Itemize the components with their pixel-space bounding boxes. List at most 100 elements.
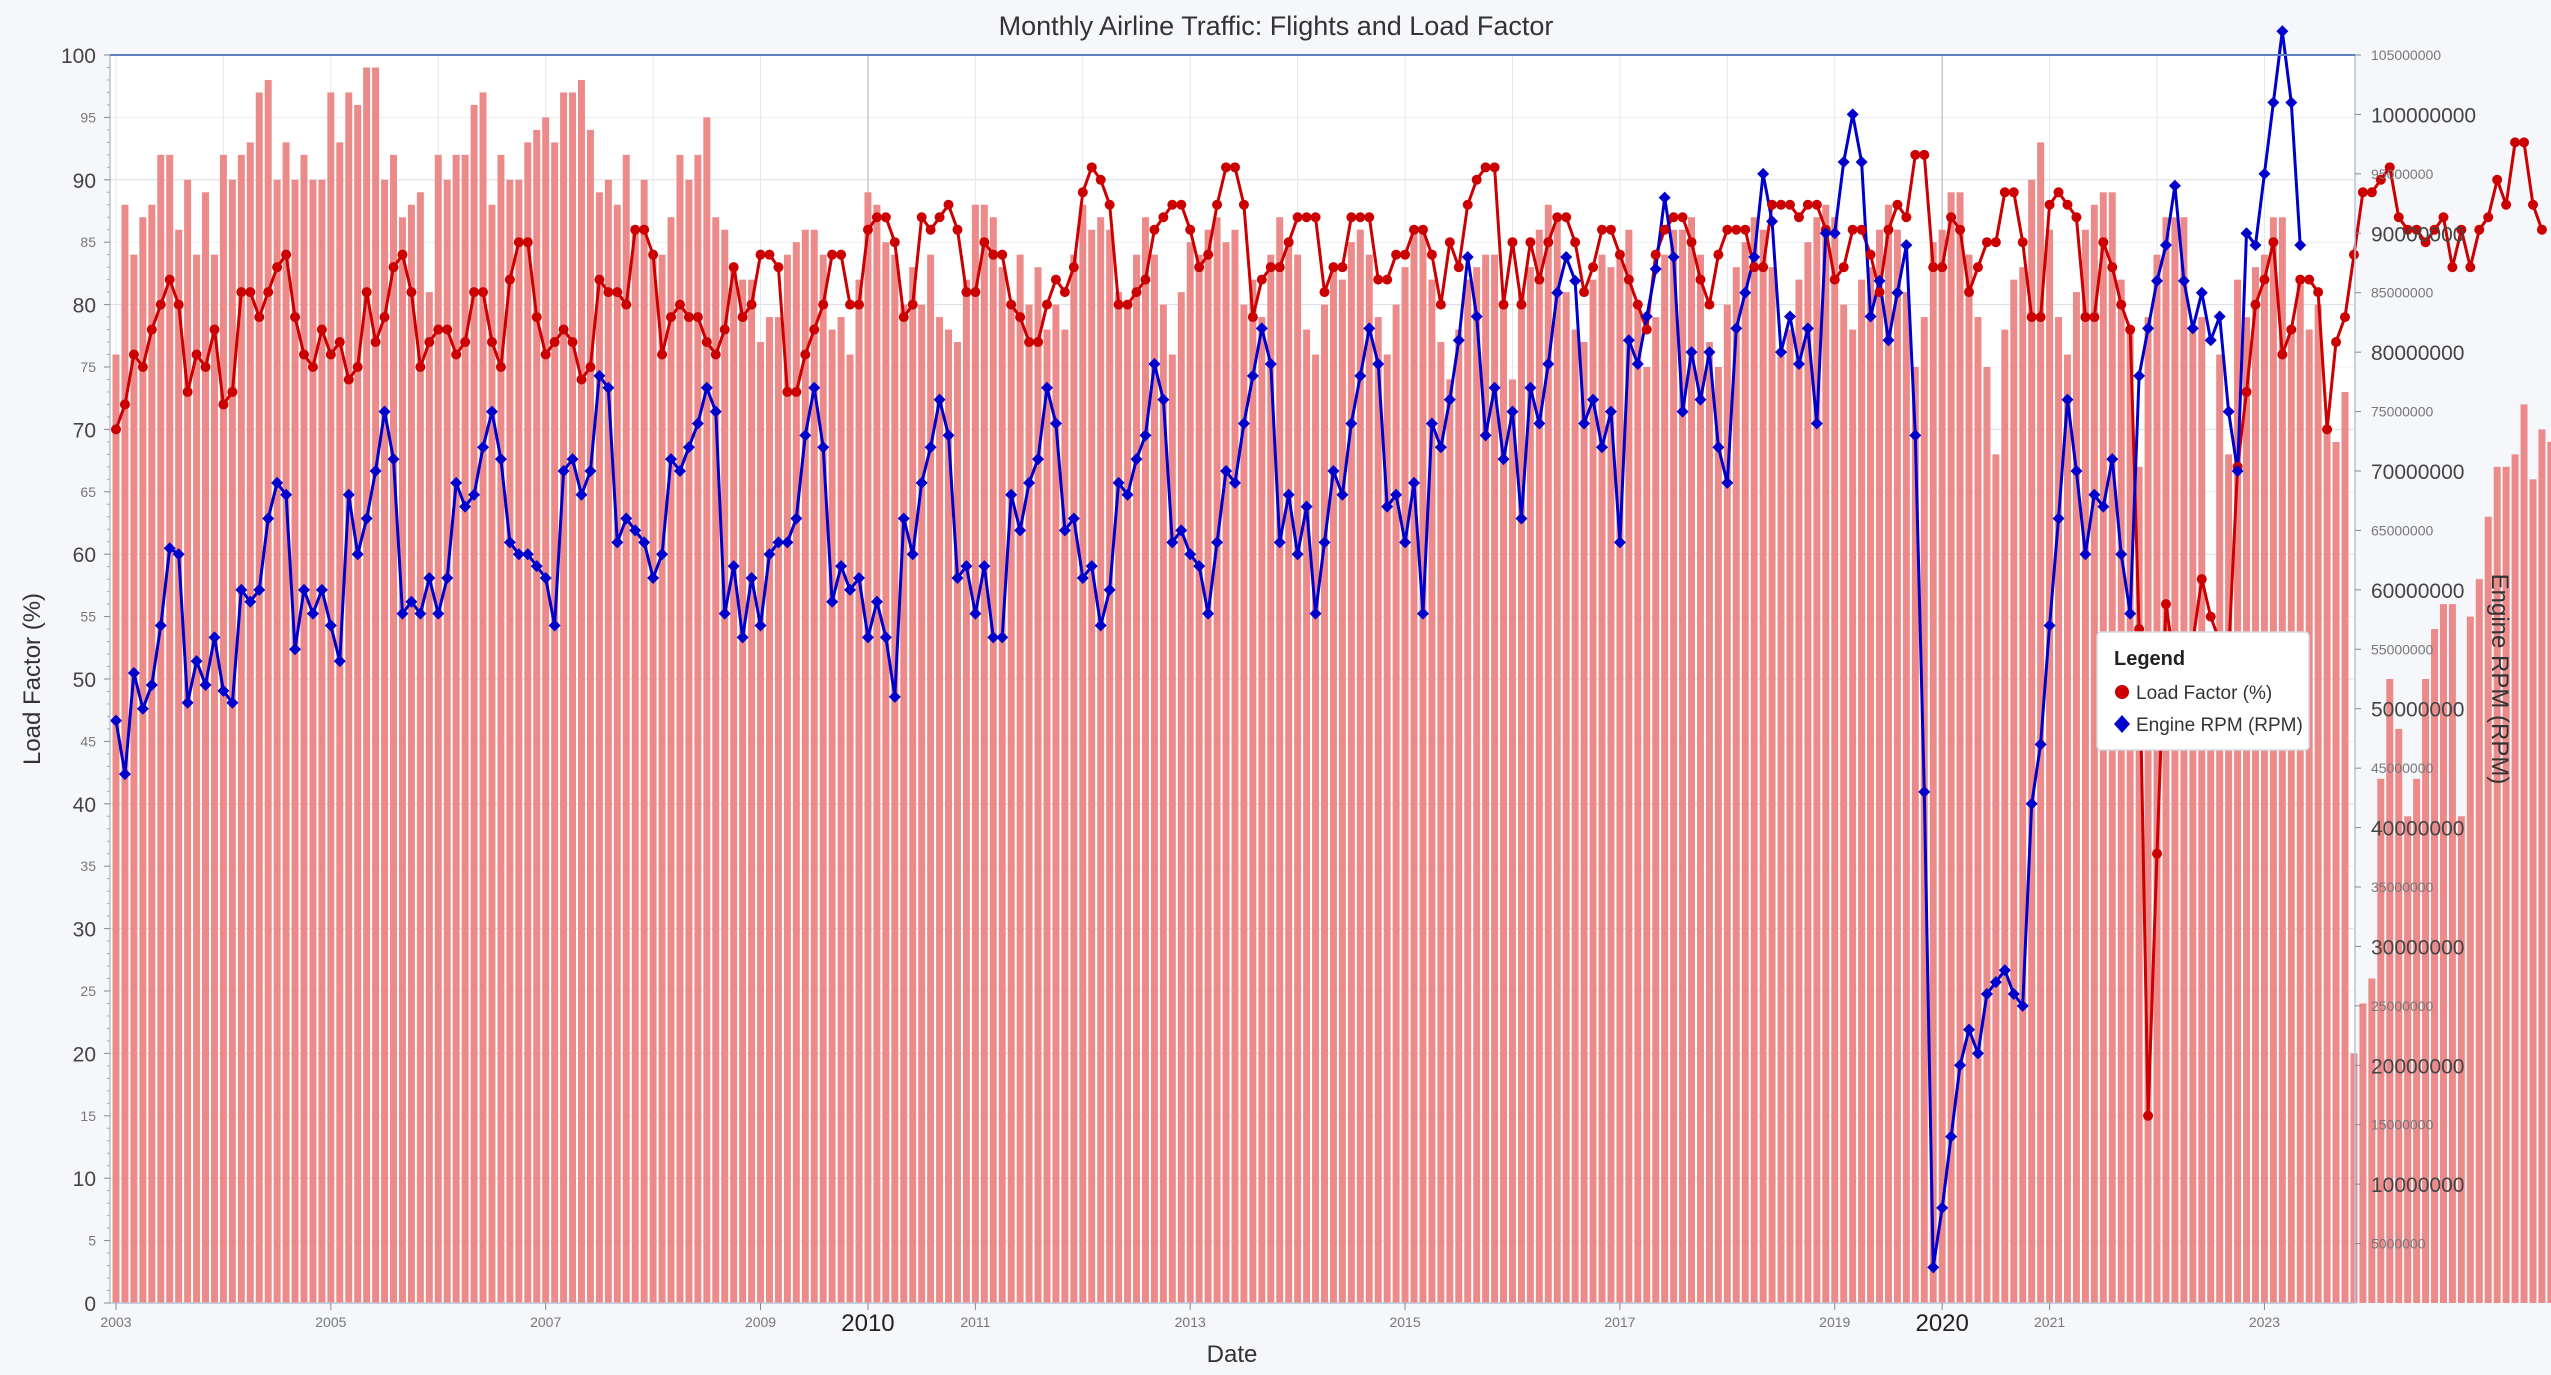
load-factor-point [298,349,309,360]
flights-bar [2287,329,2295,1303]
load-factor-point [612,287,623,298]
load-factor-point [2366,187,2377,198]
flights-bar [1231,229,1239,1304]
load-factor-point [164,274,175,285]
load-factor-point [1570,237,1581,248]
load-factor-point [1238,199,1249,210]
flights-bar [193,254,201,1304]
flights-bar [1464,279,1472,1303]
engine-rpm-point [1766,215,1779,228]
load-factor-point [486,337,497,348]
flights-bar [918,304,926,1304]
engine-rpm-point [253,583,266,596]
load-factor-point [791,386,802,397]
engine-rpm-point [1757,167,1770,180]
flights-bar [2028,179,2036,1303]
engine-rpm-point [1963,1023,1976,1036]
load-factor-point [1856,224,1867,235]
load-factor-point [1838,262,1849,273]
engine-rpm-point [1067,512,1080,525]
flights-bar [515,179,523,1303]
engine-rpm-point [1255,322,1268,335]
y-right-tick-label: 30000000 [2371,936,2464,959]
engine-rpm-point [244,595,257,608]
engine-rpm-point [503,536,516,549]
load-factor-point [1749,262,1760,273]
flights-bar [318,179,326,1303]
flights-bar [1992,454,2000,1303]
engine-rpm-point [817,441,830,454]
flights-bar [166,154,174,1304]
engine-rpm-point [647,571,660,584]
engine-rpm-point [1085,560,1098,573]
load-factor-point [2035,312,2046,323]
x-tick-label: 2015 [1389,1314,1420,1330]
engine-rpm-point [799,429,812,442]
engine-rpm-point [1703,346,1716,359]
engine-rpm-point [2151,274,2164,287]
load-factor-point [916,212,927,223]
load-factor-point [1301,212,1312,223]
flights-bar [237,154,245,1304]
load-factor-point [988,249,999,260]
flights-bar [2475,579,2483,1303]
flights-bar [1088,229,1096,1304]
engine-rpm-point [1855,155,1868,168]
flights-bar [1186,242,1194,1304]
load-factor-point [182,386,193,397]
engine-rpm-point [2276,25,2289,38]
flights-bar [927,254,935,1304]
y-right-tick-label: 40000000 [2371,818,2464,841]
engine-rpm-point [1166,536,1179,549]
x-tick-label: 2013 [1175,1314,1206,1330]
engine-rpm-point [656,548,669,561]
load-factor-point [746,299,757,310]
engine-rpm-point [494,453,507,466]
engine-rpm-point [611,536,624,549]
flights-bar [2162,217,2170,1304]
engine-rpm-point [1058,524,1071,537]
y-left-tick-label: 40 [73,794,96,817]
load-factor-point [513,237,524,248]
load-factor-point [1972,262,1983,273]
flights-bar [479,92,487,1304]
load-factor-point [952,224,963,235]
flights-bar [1705,342,1713,1303]
flights-bar [1410,229,1418,1304]
flights-bar [953,342,961,1303]
load-factor-point [379,312,390,323]
load-factor-point [818,299,829,310]
load-factor-point [2384,162,2395,173]
engine-rpm-point [1023,476,1036,489]
engine-rpm-point [1139,429,1152,442]
load-factor-point [2089,312,2100,323]
load-factor-point [478,287,489,298]
load-factor-point [1417,224,1428,235]
flights-bar [613,204,621,1303]
load-factor-point [1337,262,1348,273]
y-right-tick-label: 50000000 [2371,699,2464,722]
load-factor-point [1256,274,1267,285]
engine-rpm-point [297,583,310,596]
engine-rpm-point [1103,583,1116,596]
flights-bar [1455,329,1463,1303]
engine-rpm-point [1228,476,1241,489]
engine-rpm-point [879,631,892,644]
flights-bar [2350,1053,2358,1303]
flights-bar [2377,778,2385,1303]
engine-rpm-point [2115,548,2128,561]
load-factor-point [495,362,506,372]
y-left-tick-label: 50 [73,669,96,692]
load-factor-point [1059,287,1070,298]
load-factor-point [209,324,220,335]
y-right-tick-label: 25000000 [2371,998,2434,1014]
engine-rpm-point [1327,465,1340,477]
flights-bar [1768,267,1776,1303]
engine-rpm-point [2025,797,2038,810]
load-factor-point [1534,274,1545,285]
load-factor-point [567,337,578,348]
legend-box [2096,631,2310,751]
x-axis-title: Date [1207,1341,1258,1368]
engine-rpm-point [870,595,883,608]
legend-marker-engine-rpm [2114,715,2130,733]
